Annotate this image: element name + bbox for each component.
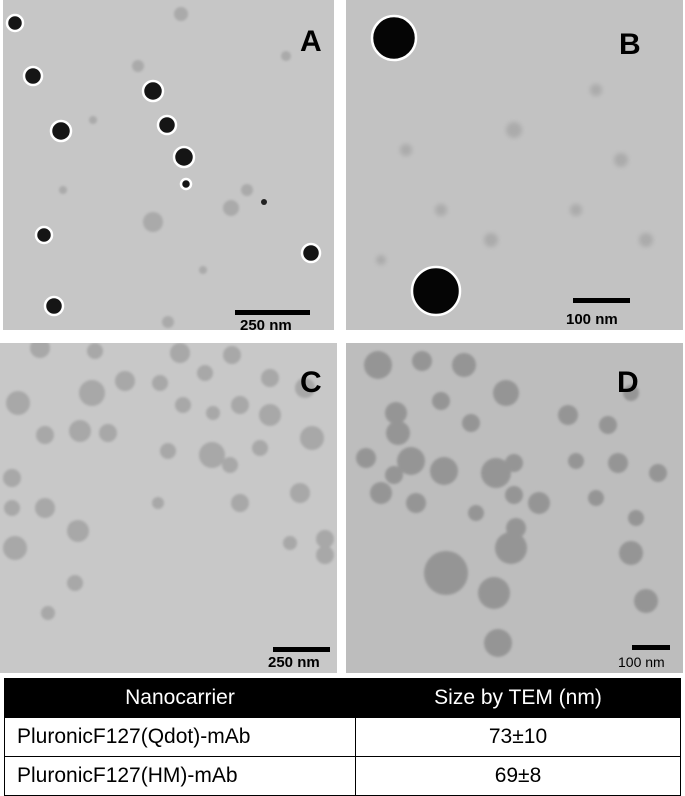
panel-label-d: D (617, 366, 639, 399)
scale-label-d: 100 nm (618, 654, 665, 670)
scale-bar-b (573, 298, 630, 303)
tem-image-c (3, 343, 334, 620)
scale-bar-d (632, 645, 670, 650)
panel-label-a: A (300, 25, 322, 58)
header-nanocarrier: Nanocarrier (4, 678, 356, 718)
table-row: PluronicF127(Qdot)-mAb 73±10 (4, 717, 681, 757)
nanocarrier-name: PluronicF127(Qdot)-mAb (4, 717, 356, 757)
size-value: 73±10 (355, 717, 681, 757)
size-table: Nanocarrier Size by TEM (nm) PluronicF12… (4, 678, 681, 796)
table-header-row: Nanocarrier Size by TEM (nm) (4, 678, 681, 718)
scale-bar-a (235, 310, 310, 315)
nanocarrier-name: PluronicF127(HM)-mAb (4, 756, 356, 796)
tem-panel-b: B 100 nm (346, 0, 683, 330)
scale-bar-c (273, 647, 330, 652)
tem-panel-d: D 100 nm (346, 343, 683, 673)
table-row: PluronicF127(HM)-mAb 69±8 (4, 756, 681, 796)
scale-label-a: 250 nm (240, 317, 292, 330)
tem-image-b (370, 14, 653, 317)
header-size: Size by TEM (nm) (355, 678, 681, 718)
tem-panel-c: C 250 nm (0, 343, 337, 673)
tem-image-a (5, 7, 322, 328)
panel-label-b: B (619, 28, 641, 61)
size-value: 69±8 (355, 756, 681, 796)
scale-label-c: 250 nm (268, 654, 320, 671)
tem-panel-a: A 250 nm (3, 0, 334, 330)
tem-image-d (356, 351, 667, 657)
scale-label-b: 100 nm (566, 311, 618, 328)
panel-label-c: C (300, 366, 322, 399)
